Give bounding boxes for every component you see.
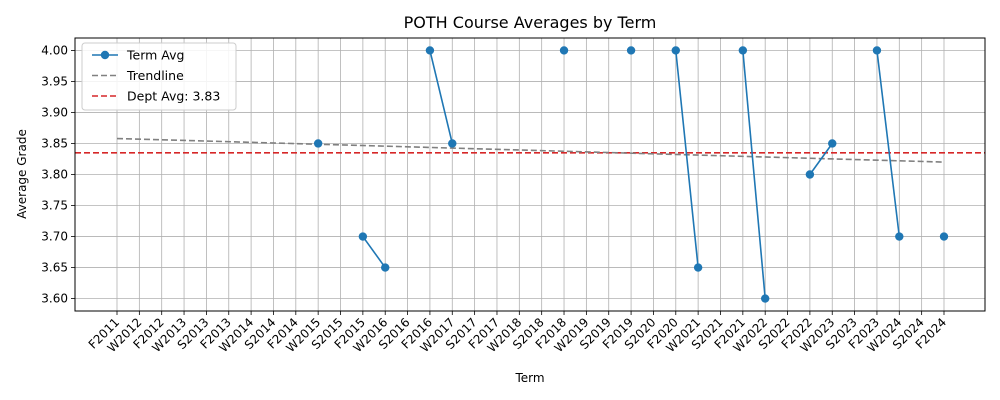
data-point [626, 46, 636, 55]
data-point [828, 139, 837, 148]
data-point [671, 46, 680, 55]
data-point [805, 170, 815, 179]
y-axis-title: Average Grade [15, 129, 29, 219]
series-line [876, 50, 901, 237]
series-line [809, 143, 833, 175]
trendline-layer [116, 137, 945, 163]
y-tick-label: 3.95 [41, 74, 68, 88]
data-point [358, 232, 368, 241]
y-tick-label: 4.00 [41, 43, 68, 57]
series-line [429, 50, 454, 144]
data-point [939, 232, 949, 241]
x-axis-title: Term [514, 371, 544, 385]
chart-title: POTH Course Averages by Term [404, 13, 657, 32]
data-point [895, 232, 904, 241]
y-tick-label: 3.60 [41, 292, 68, 306]
trendline [116, 137, 945, 163]
series-layer [313, 46, 949, 303]
legend: Term Avg Trendline Dept Avg: 3.83 [81, 42, 237, 111]
data-point [760, 294, 770, 303]
y-tick-label: 3.85 [41, 136, 68, 150]
series-line [742, 50, 766, 299]
y-tick-labels: 3.60 3.65 3.70 3.75 3.80 3.85 3.90 3.95 4.00 [41, 43, 75, 306]
y-tick-label: 3.70 [41, 230, 68, 244]
y-tick-label: 3.80 [41, 168, 68, 182]
legend-label: Term Avg [126, 48, 184, 63]
y-tick-label: 3.65 [41, 261, 68, 275]
data-point [381, 263, 390, 272]
data-point [425, 46, 435, 55]
legend-box [81, 42, 237, 111]
series-line [362, 236, 386, 269]
legend-marker [100, 50, 110, 60]
data-point [313, 139, 323, 148]
legend-label: Trendline [126, 68, 184, 83]
data-point [872, 46, 882, 55]
y-tick-label: 3.75 [41, 199, 68, 213]
data-point [693, 263, 703, 272]
x-tick-labels: F2011W2012F2012W2013S2013F2013W2014S2014… [86, 311, 949, 355]
legend-label: Dept Avg: 3.83 [127, 89, 220, 104]
y-tick-label: 3.90 [41, 105, 68, 119]
data-point [738, 46, 748, 55]
data-point [448, 139, 457, 148]
data-point [559, 46, 569, 55]
series-line [674, 50, 699, 268]
